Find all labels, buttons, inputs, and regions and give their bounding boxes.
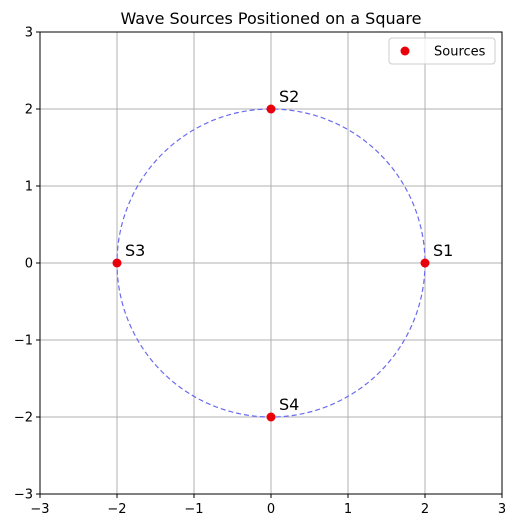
y-tick-label: −1: [14, 334, 33, 349]
point-label: S2: [279, 87, 299, 106]
y-tick-label: −3: [14, 488, 33, 503]
grid-layer: [39, 31, 503, 495]
source-point: [266, 412, 276, 422]
source-point: [112, 258, 122, 268]
points-layer: [112, 104, 430, 422]
x-tick-label: 2: [421, 502, 429, 517]
legend: Sources: [388, 37, 496, 65]
point-labels-layer: S1 S2 S3 S4: [125, 87, 453, 414]
legend-label: Sources: [434, 45, 486, 60]
y-tick-label: 2: [25, 103, 33, 118]
source-point: [266, 104, 276, 114]
y-tick-label: −2: [14, 411, 33, 426]
point-label: S1: [433, 241, 453, 260]
legend-marker: [400, 46, 410, 56]
x-tick-label: −3: [30, 502, 49, 517]
legend-box: [388, 37, 496, 65]
ticks-layer: −3 −2 −1 0 1 2 3 −3 −2 −1 0 1 2 3: [14, 26, 506, 518]
x-tick-label: 1: [344, 502, 352, 517]
chart-title: Wave Sources Positioned on a Square: [121, 9, 422, 28]
y-tick-label: 1: [25, 180, 33, 195]
y-tick-label: 3: [25, 26, 33, 41]
x-tick-label: −1: [184, 502, 203, 517]
x-tick-label: 3: [498, 502, 506, 517]
x-tick-label: 0: [267, 502, 275, 517]
point-label: S3: [125, 241, 145, 260]
y-tick-label: 0: [25, 257, 33, 272]
source-point: [420, 258, 430, 268]
x-tick-label: −2: [107, 502, 126, 517]
point-label: S4: [279, 395, 299, 414]
